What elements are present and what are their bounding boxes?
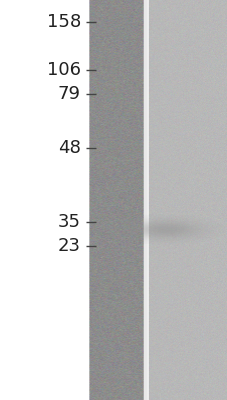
Text: 23: 23	[58, 237, 81, 255]
Text: 35: 35	[58, 213, 81, 231]
Text: 106: 106	[47, 61, 81, 79]
Text: 48: 48	[58, 139, 81, 157]
Text: 158: 158	[47, 13, 81, 31]
Text: 79: 79	[58, 85, 81, 103]
